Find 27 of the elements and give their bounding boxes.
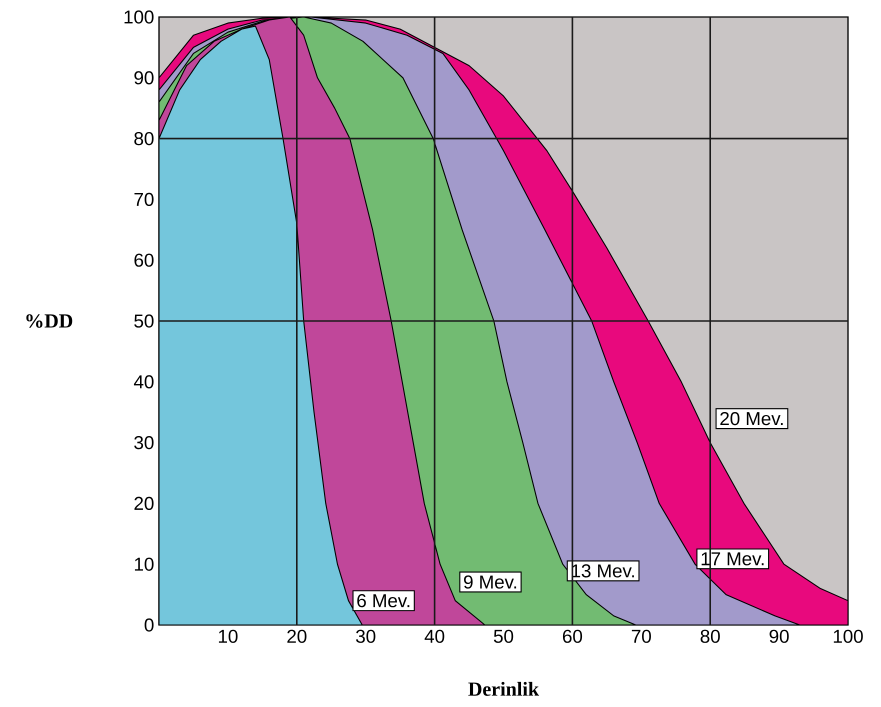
y-tick-label: 20 (134, 496, 154, 510)
series-label: 13 Mev. (572, 564, 634, 578)
y-tick-label: 60 (134, 254, 154, 267)
x-axis-title: Derinlik (468, 682, 540, 696)
x-tick-label: 80 (700, 630, 720, 643)
y-tick-label: 10 (134, 558, 154, 571)
y-tick-label: 50 (134, 314, 154, 328)
x-tick-label: 10 (218, 630, 238, 643)
x-tick-label: 90 (770, 630, 789, 643)
x-tick-label: 100 (834, 630, 863, 643)
x-tick-label: 60 (562, 630, 582, 643)
series-label: 6 Mev. (357, 594, 410, 608)
y-tick-label: 80 (134, 132, 154, 146)
x-tick-label: 40 (424, 630, 444, 643)
series-label: 9 Mev. (464, 575, 516, 589)
x-tick-label: 20 (287, 630, 306, 643)
series-label: 20 Mev. (720, 412, 783, 426)
x-tick-label: 50 (494, 630, 514, 643)
x-tick-label: 70 (632, 630, 651, 643)
y-axis-title: %DD (26, 314, 72, 328)
x-tick-label: 30 (356, 630, 376, 643)
y-tick-label: 90 (134, 71, 154, 84)
y-tick-label: 30 (134, 436, 154, 450)
y-tick-label: 40 (134, 375, 154, 388)
y-tick-label: 0 (144, 618, 154, 632)
y-tick-label: 70 (134, 192, 154, 206)
y-tick-label: 100 (124, 10, 154, 24)
